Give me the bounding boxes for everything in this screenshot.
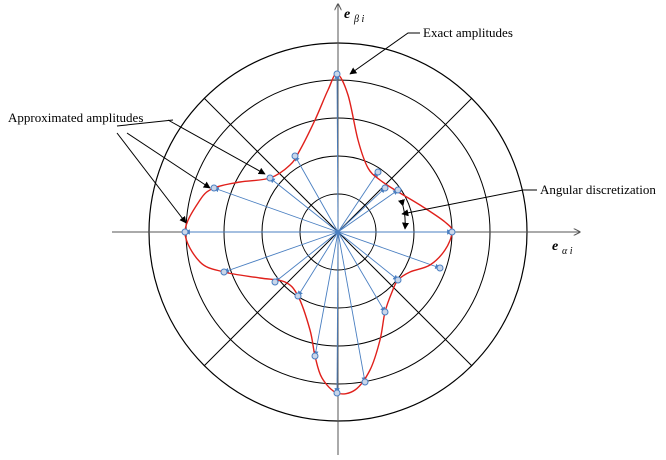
amplitude-node-5: [334, 390, 340, 396]
diagonal-nw: [204, 98, 338, 232]
label-approximated-amplitudes: Approximated amplitudes: [8, 110, 143, 125]
spoke-16: [338, 172, 378, 232]
amplitude-node-0: [449, 229, 455, 235]
leader-exact: [350, 33, 420, 74]
spoke-11: [214, 188, 338, 232]
x-axis-label-main: e: [552, 239, 558, 254]
amplitude-node-17: [395, 187, 401, 193]
amplitude-node-7: [295, 293, 301, 299]
axes: [112, 4, 580, 455]
spoke-1: [338, 232, 440, 268]
leader-approx-3: [168, 120, 265, 174]
label-angular-discretization: Angular discretization: [540, 182, 656, 197]
label-exact-amplitudes: Exact amplitudes: [423, 25, 513, 40]
axis-label-y: e β i: [344, 7, 364, 25]
amplitude-node-16: [375, 169, 381, 175]
amplitude-node-15: [382, 185, 388, 191]
leader-angular: [402, 190, 537, 214]
amplitude-node-9: [221, 269, 227, 275]
diagonal-sw: [204, 232, 338, 366]
amplitude-node-13: [292, 153, 298, 159]
y-axis-label-sub: β i: [353, 14, 364, 25]
leader-approx-2: [127, 133, 210, 188]
amplitude-node-12: [267, 175, 273, 181]
amplitude-node-6: [312, 353, 318, 359]
amplitude-node-1: [437, 265, 443, 271]
leader-approx-1: [117, 133, 186, 223]
amplitude-node-14: [334, 71, 340, 77]
exact-amplitude-curve: [185, 74, 452, 394]
amplitude-node-4: [362, 379, 368, 385]
x-axis-label-sub: α i: [562, 246, 573, 257]
angle-arc: [403, 206, 405, 229]
spoke-2: [338, 232, 398, 280]
amplitude-node-3: [382, 309, 388, 315]
amplitude-node-10: [182, 229, 188, 235]
y-axis-label-main: e: [344, 7, 350, 22]
amplitude-node-8: [272, 279, 278, 285]
angular-discretization-marker: [403, 206, 405, 229]
diagonal-ne: [338, 98, 472, 232]
amplitude-node-11: [211, 185, 217, 191]
axis-label-x: e α i: [552, 239, 573, 257]
spoke-12: [270, 178, 338, 232]
spoke-17: [338, 190, 398, 232]
amplitude-node-2: [395, 277, 401, 283]
spoke-8: [275, 232, 338, 282]
